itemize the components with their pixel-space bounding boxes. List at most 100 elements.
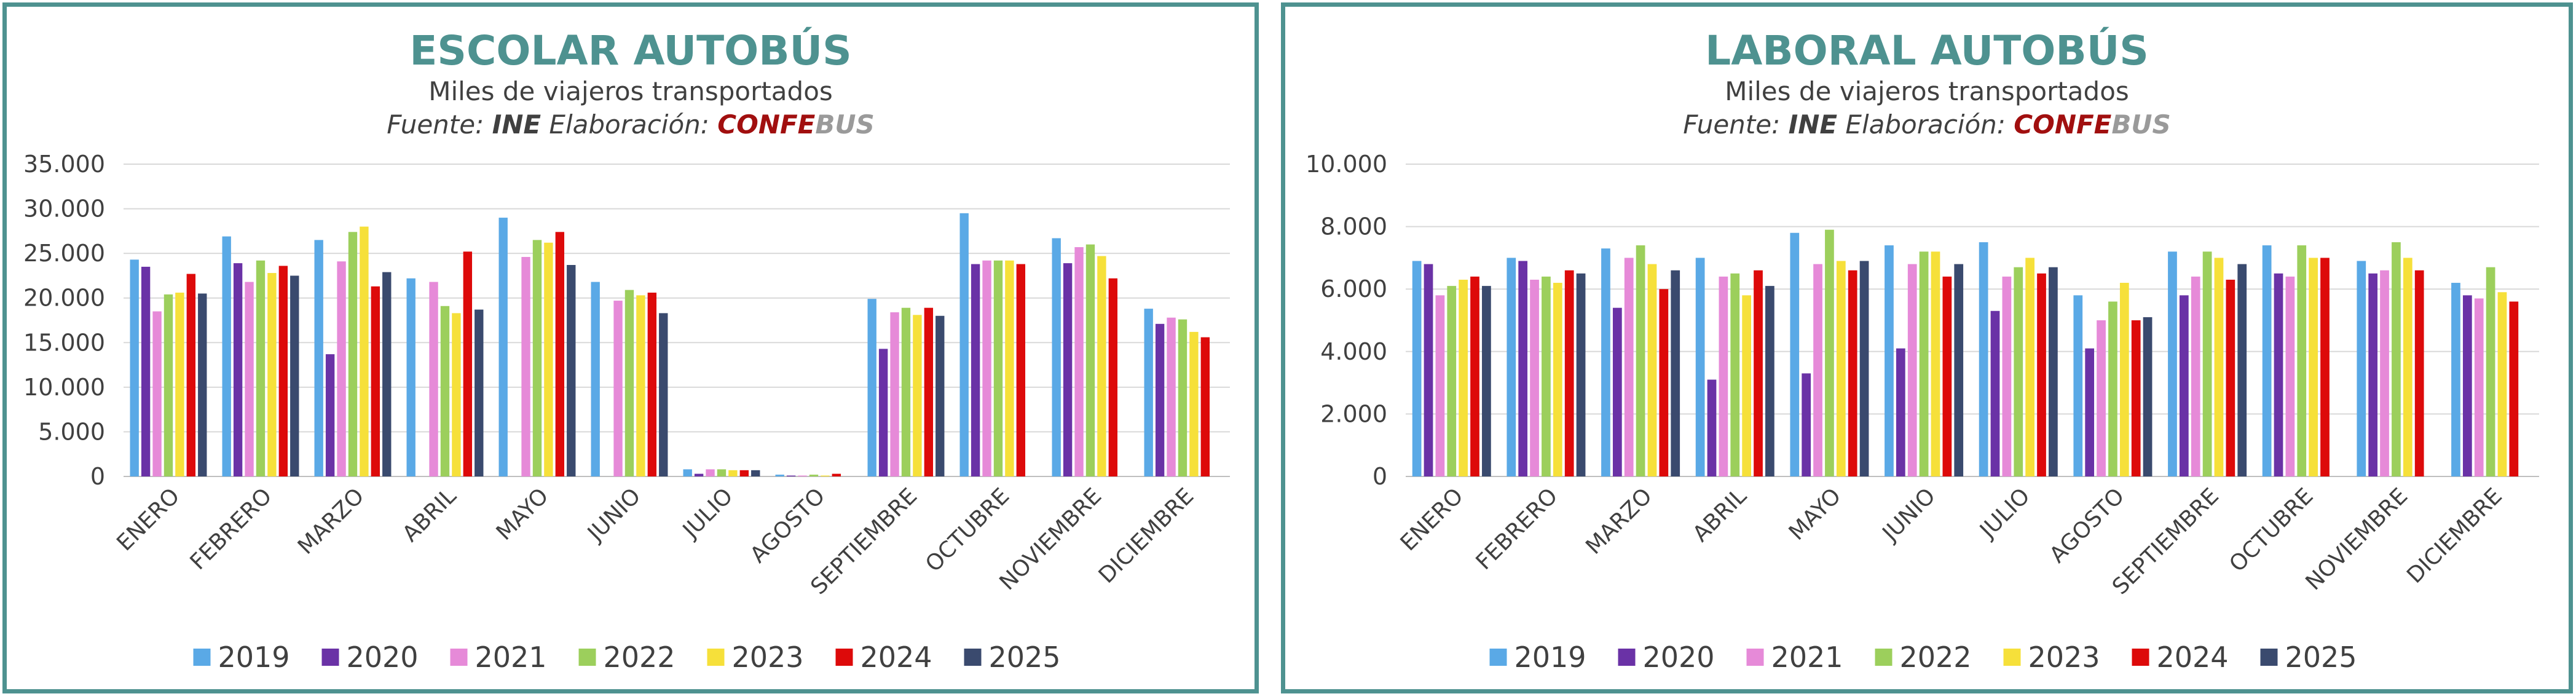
bar	[2414, 270, 2424, 476]
bar	[935, 315, 945, 476]
y-tick-label: 25.000	[23, 240, 105, 267]
bar	[1435, 295, 1445, 476]
bar	[993, 260, 1003, 476]
chart-subtitle: Miles de viajeros transportados	[1725, 76, 2129, 106]
chart-title: LABORAL AUTOBÚS	[1705, 27, 2149, 74]
bar	[1896, 348, 1905, 476]
bar	[163, 294, 173, 476]
bar	[2014, 267, 2023, 476]
bar	[1836, 261, 1846, 476]
bar	[1990, 310, 2000, 476]
legend-label: 2024	[861, 641, 932, 674]
bar	[1178, 319, 1188, 476]
bar	[659, 313, 668, 476]
bar	[2474, 298, 2484, 476]
bar	[2285, 276, 2295, 476]
bar	[1942, 276, 1952, 476]
chart-subtitle: Miles de viajeros transportados	[428, 76, 833, 106]
bar	[1016, 264, 1026, 476]
x-tick-label: ENERO	[112, 483, 184, 556]
bar	[1144, 309, 1153, 476]
bar	[2168, 251, 2177, 476]
bar	[913, 315, 922, 476]
bar	[175, 293, 184, 476]
y-tick-label: 6.000	[1320, 275, 1387, 302]
bar	[1097, 256, 1106, 476]
bar	[2131, 320, 2141, 476]
legend-swatch	[2132, 649, 2149, 666]
legend-swatch	[578, 649, 596, 666]
bar	[1108, 278, 1118, 476]
x-tick-label: MAYO	[1784, 483, 1846, 545]
bar	[141, 266, 151, 476]
legend-label: 2021	[1771, 641, 1843, 674]
bar	[521, 256, 530, 476]
y-tick-label: 10.000	[1306, 151, 1387, 178]
bar	[2037, 273, 2046, 476]
bar	[1848, 270, 1857, 476]
legend-item: 2022	[578, 641, 676, 674]
y-tick-label: 5.000	[38, 418, 105, 445]
bar	[2097, 320, 2106, 476]
bar	[1167, 317, 1176, 476]
bar	[463, 251, 473, 476]
bar	[198, 293, 207, 476]
x-tick-label: MAYO	[492, 483, 554, 545]
bar	[1695, 258, 1705, 476]
x-tick-label: JULIO	[1974, 483, 2034, 543]
bar	[717, 469, 727, 476]
bar	[1707, 379, 1717, 476]
bar	[1907, 264, 1917, 476]
bar	[959, 213, 969, 476]
bar	[2202, 251, 2212, 476]
chart-source: Fuente: INE Elaboración: CONFEBUS	[387, 109, 874, 140]
legend-swatch	[2003, 649, 2021, 666]
bar	[1671, 270, 1680, 476]
bar	[544, 242, 553, 476]
legend-swatch	[1618, 649, 1636, 666]
bar	[1859, 261, 1869, 476]
bar	[1542, 276, 1551, 476]
y-tick-label: 35.000	[23, 151, 105, 178]
bar	[186, 274, 196, 476]
bar	[878, 349, 888, 476]
legend-swatch	[193, 649, 211, 666]
legend-label: 2025	[989, 641, 1061, 674]
bar	[867, 299, 876, 476]
bar	[2237, 264, 2247, 476]
bar	[1719, 276, 1728, 476]
bar	[1085, 244, 1095, 476]
bar	[555, 232, 565, 476]
bar	[1647, 264, 1657, 476]
chart-panel-laboral: LABORAL AUTOBÚS Miles de viajeros transpo…	[1281, 2, 2573, 693]
bar	[971, 264, 980, 476]
bar	[567, 265, 576, 476]
x-tick-label: JUNIO	[1877, 483, 1940, 547]
legend-label: 2019	[1514, 641, 1586, 674]
bar	[924, 307, 934, 476]
source-fuente-value: INE	[1789, 109, 1838, 140]
legend-label: 2024	[2157, 641, 2229, 674]
bar	[371, 286, 380, 476]
source-brand-confe: CONFE	[717, 109, 815, 140]
bar	[706, 469, 715, 476]
bar	[1754, 270, 1763, 476]
bar	[1063, 263, 1073, 476]
y-tick-label: 0	[90, 463, 105, 490]
bar	[683, 469, 692, 476]
legend-label: 2025	[2285, 641, 2357, 674]
bar	[475, 309, 484, 476]
bar	[130, 259, 139, 476]
bar	[1624, 258, 1634, 476]
x-tick-label: DICIEMBRE	[2402, 483, 2507, 588]
x-tick-label: MARZO	[1581, 483, 1657, 559]
bar	[1802, 373, 1811, 476]
x-tick-label: OCTUBRE	[921, 483, 1014, 577]
bar	[624, 290, 634, 476]
source-brand-bus: BUS	[2111, 109, 2170, 140]
legend-item: 2023	[2003, 641, 2100, 674]
x-tick-label: DICIEMBRE	[1094, 483, 1199, 588]
legend-swatch	[1875, 649, 1893, 666]
